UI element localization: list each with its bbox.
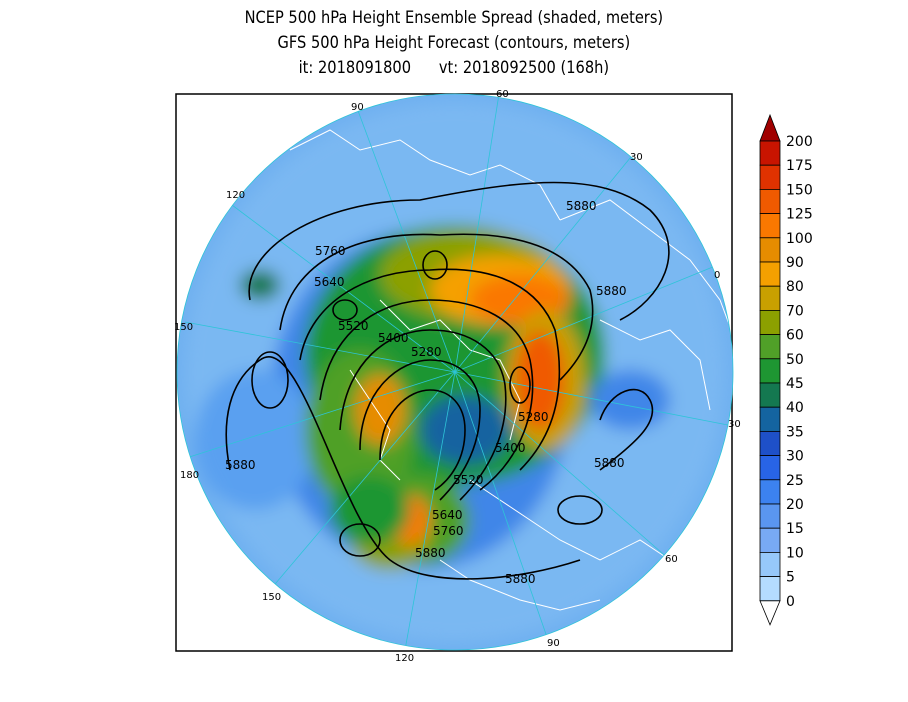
colorbar-swatch [759,237,781,263]
colorbar: 2001751501251009080706050454035302520151… [759,113,813,626]
title-line-2: GFS 500 hPa Height Forecast (contours, m… [277,33,631,53]
colorbar-swatch [759,213,781,239]
colorbar-swatch [759,334,781,360]
colorbar-level-label: 150 [786,182,813,198]
colorbar-swatch [759,455,781,481]
contour-label: 5640 [432,508,463,522]
colorbar-swatch [759,406,781,432]
colorbar-level-label: 40 [786,400,804,416]
meridian-label: 150 [174,322,193,333]
meridian-label: 120 [395,653,414,664]
meridian-label: 150 [262,592,281,603]
meridian-label: 90 [547,638,560,649]
contour-label: 5520 [338,319,369,333]
contour-label: 5880 [225,458,256,472]
colorbar-swatch [759,261,781,287]
meridian-labels: 60 30 0 30 60 90 120 150 180 150 120 90 [174,89,741,664]
colorbar-bottom-arrow [759,600,781,626]
contour-label: 5280 [518,410,549,424]
colorbar-level-label: 20 [786,497,804,513]
chart-title-block: NCEP 500 hPa Height Ensemble Spread (sha… [63,6,844,81]
colorbar-level-label: 45 [786,376,804,392]
contour-label: 5880 [594,456,625,470]
contour-label: 5880 [415,546,446,560]
colorbar-swatch [759,382,781,408]
colorbar-level-label: 15 [786,521,804,537]
coastlines [289,129,733,611]
meridians [179,94,733,650]
meridian-label: 120 [226,190,245,201]
colorbar-top-arrow [759,113,781,142]
colorbar-level-label: 200 [786,134,813,150]
colorbar-level-label: 125 [786,207,813,223]
colorbar-swatch [759,358,781,384]
colorbar-swatch [759,430,781,456]
meridian-label: 0 [714,270,720,281]
meridian-label: 180 [180,470,199,481]
colorbar-level-label: 5 [786,570,795,586]
colorbar-level-label: 175 [786,158,813,174]
contour-label: 5880 [566,199,597,213]
meridian-label: 60 [665,554,678,565]
colorbar-swatch [759,285,781,311]
contour-label: 5400 [378,331,409,345]
colorbar-level-label: 100 [786,231,813,247]
colorbar-swatch [759,164,781,190]
colorbar-level-label: 10 [786,545,804,561]
spread-field [177,94,733,650]
colorbar-level-label: 0 [786,594,795,610]
meridian-label: 30 [630,152,643,163]
meridian-label: 60 [496,89,509,100]
colorbar-level-label: 80 [786,279,804,295]
colorbar-level-label: 35 [786,424,804,440]
colorbar-swatch [759,479,781,505]
colorbar-swatch [759,309,781,335]
meridian-label: 30 [728,419,741,430]
colorbar-level-label: 60 [786,328,804,344]
colorbar-swatch [759,527,781,553]
meridian-label: 90 [351,102,364,113]
hemisphere-edge [176,93,734,651]
contour-label: 5760 [315,244,346,258]
contour-label: 5760 [433,524,464,538]
colorbar-level-label: 30 [786,449,804,465]
title-line-3: it: 2018091800 vt: 2018092500 (168h) [298,58,610,78]
colorbar-level-label: 90 [786,255,804,271]
contour-label: 5400 [495,441,526,455]
colorbar-swatch [759,552,781,578]
colorbar-level-label: 25 [786,473,804,489]
colorbar-swatch [759,140,781,166]
contour-label: 5640 [314,275,345,289]
colorbar-level-label: 70 [786,303,804,319]
height-contours [225,181,670,580]
contour-label: 5280 [411,345,442,359]
colorbar-swatch [759,503,781,529]
contour-label: 5880 [596,284,627,298]
title-line-1: NCEP 500 hPa Height Ensemble Spread (sha… [244,8,664,28]
contour-label: 5520 [453,473,484,487]
colorbar-swatch [759,188,781,214]
contour-labels: 5880 5760 5640 5520 5400 5280 5880 5280 … [225,199,627,586]
colorbar-level-label: 50 [786,352,804,368]
colorbar-swatch [759,576,781,602]
contour-label: 5880 [505,572,536,586]
